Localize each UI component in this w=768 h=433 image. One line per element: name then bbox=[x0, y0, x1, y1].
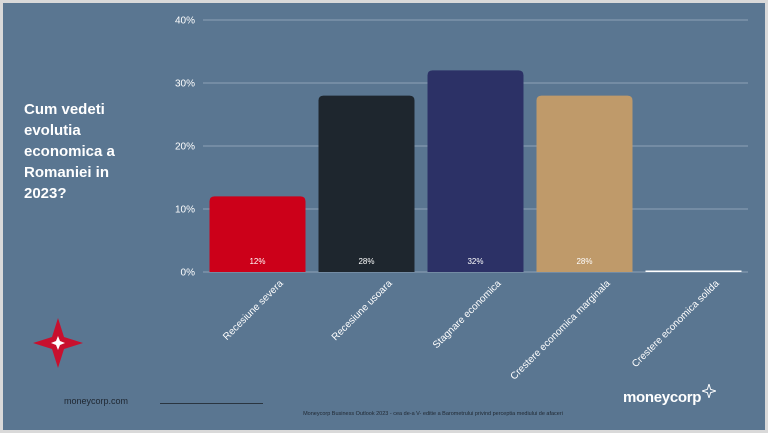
x-category-label: Recesiune usoara bbox=[330, 278, 395, 343]
y-tick-label: 40% bbox=[175, 16, 195, 27]
bar bbox=[318, 95, 415, 272]
red-star-logo-icon bbox=[33, 318, 83, 368]
footer-divider bbox=[160, 403, 263, 404]
bar bbox=[209, 196, 306, 272]
website-url: moneycorp.com bbox=[64, 396, 129, 406]
data-label: 12% bbox=[249, 257, 265, 266]
brand-logo: moneycorp bbox=[623, 389, 702, 406]
slide: Cum vedeti evolutia economica a Romaniei… bbox=[3, 3, 765, 430]
data-label: 32% bbox=[467, 257, 483, 266]
bar bbox=[536, 95, 633, 272]
sparkle-star-icon bbox=[702, 384, 716, 398]
survey-question: Cum vedeti evolutia economica a Romaniei… bbox=[24, 101, 115, 202]
x-category-label: Crestere economica solida bbox=[630, 278, 722, 370]
footer-note: Moneycorp Business Outlook 2023 - cea de… bbox=[303, 411, 563, 417]
y-tick-label: 10% bbox=[175, 205, 195, 216]
data-label: 28% bbox=[358, 257, 374, 266]
data-label: 28% bbox=[576, 257, 592, 266]
bar bbox=[645, 270, 742, 272]
y-tick-label: 20% bbox=[175, 142, 195, 153]
y-tick-label: 0% bbox=[181, 268, 196, 279]
bar-chart: 0% 10% 20% 30% 40% 12% Recesiune severa 28% Rec… bbox=[175, 16, 748, 382]
x-category-label: Recesiune severa bbox=[221, 278, 286, 343]
bar bbox=[427, 70, 524, 273]
x-category-label: Crestere economica marginala bbox=[509, 278, 613, 382]
y-tick-label: 30% bbox=[175, 79, 195, 90]
x-category-label: Stagnare economica bbox=[431, 278, 504, 351]
